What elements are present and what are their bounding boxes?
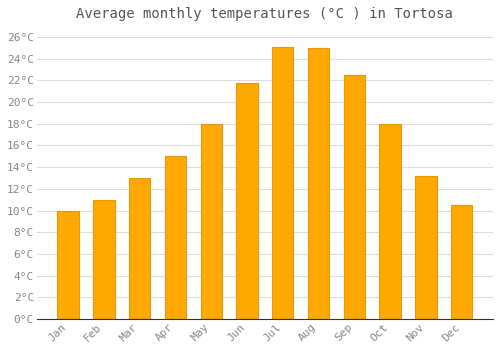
Bar xyxy=(129,178,150,319)
Bar xyxy=(93,200,114,319)
Bar xyxy=(344,75,365,319)
Bar xyxy=(272,47,293,319)
Bar xyxy=(58,210,79,319)
Bar xyxy=(451,205,472,319)
Bar xyxy=(236,83,258,319)
Bar xyxy=(380,124,401,319)
Bar xyxy=(415,176,436,319)
Bar xyxy=(308,48,330,319)
Bar xyxy=(165,156,186,319)
Title: Average monthly temperatures (°C ) in Tortosa: Average monthly temperatures (°C ) in To… xyxy=(76,7,454,21)
Bar xyxy=(200,124,222,319)
